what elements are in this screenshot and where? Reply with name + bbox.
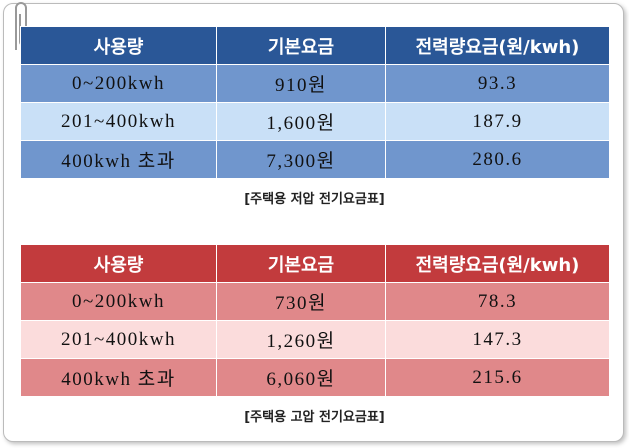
- table-cell: 201~400kwh: [20, 320, 217, 359]
- table-cell: 기본요금: [216, 244, 386, 283]
- table-caption: [주택용 저압 전기요금표]: [244, 192, 385, 207]
- table-cell: 7,300원: [216, 140, 386, 179]
- table-cell: 사용량: [20, 244, 217, 283]
- table-cell: 78.3: [385, 282, 610, 321]
- table-row: 0~200kwh 910원 93.3: [20, 64, 610, 103]
- table-cell: 6,060원: [216, 358, 386, 397]
- header-row: 사용량 기본요금 전력량요금(원/kwh): [20, 26, 610, 65]
- table-cell: 187.9: [385, 102, 610, 141]
- table-row: 201~400kwh 1,600원 187.9: [20, 102, 610, 141]
- table-row: 0~200kwh 730원 78.3: [20, 282, 610, 321]
- table-cell: 215.6: [385, 358, 610, 397]
- table-caption: [주택용 고압 전기요금표]: [244, 410, 385, 425]
- rate-table: 사용량 기본요금 전력량요금(원/kwh) 0~200kwh 730원 78.3 201~4…: [20, 244, 610, 397]
- table-cell: 전력량요금(원/kwh): [385, 244, 610, 283]
- table-cell: 280.6: [385, 140, 610, 179]
- table-cell: 기본요금: [216, 26, 386, 65]
- table-cell: 201~400kwh: [20, 102, 217, 141]
- table-row: 400kwh 초과 7,300원 280.6: [20, 140, 610, 179]
- table-cell: 93.3: [385, 64, 610, 103]
- table-cell: 1,600원: [216, 102, 386, 141]
- table-row: 400kwh 초과 6,060원 215.6: [20, 358, 610, 397]
- table-cell: 147.3: [385, 320, 610, 359]
- table-cell: 730원: [216, 282, 386, 321]
- table-cell: 1,260원: [216, 320, 386, 359]
- table-cell: 0~200kwh: [20, 64, 217, 103]
- table-cell: 400kwh 초과: [20, 140, 217, 179]
- header-row: 사용량 기본요금 전력량요금(원/kwh): [20, 244, 610, 283]
- table-cell: 0~200kwh: [20, 282, 217, 321]
- table-row: 201~400kwh 1,260원 147.3: [20, 320, 610, 359]
- table-cell: 910원: [216, 64, 386, 103]
- table-cell: 400kwh 초과: [20, 358, 217, 397]
- table-cell: 전력량요금(원/kwh): [385, 26, 610, 65]
- table-cell: 사용량: [20, 26, 217, 65]
- rate-table: 사용량 기본요금 전력량요금(원/kwh) 0~200kwh 910원 93.3 201~4…: [20, 26, 610, 179]
